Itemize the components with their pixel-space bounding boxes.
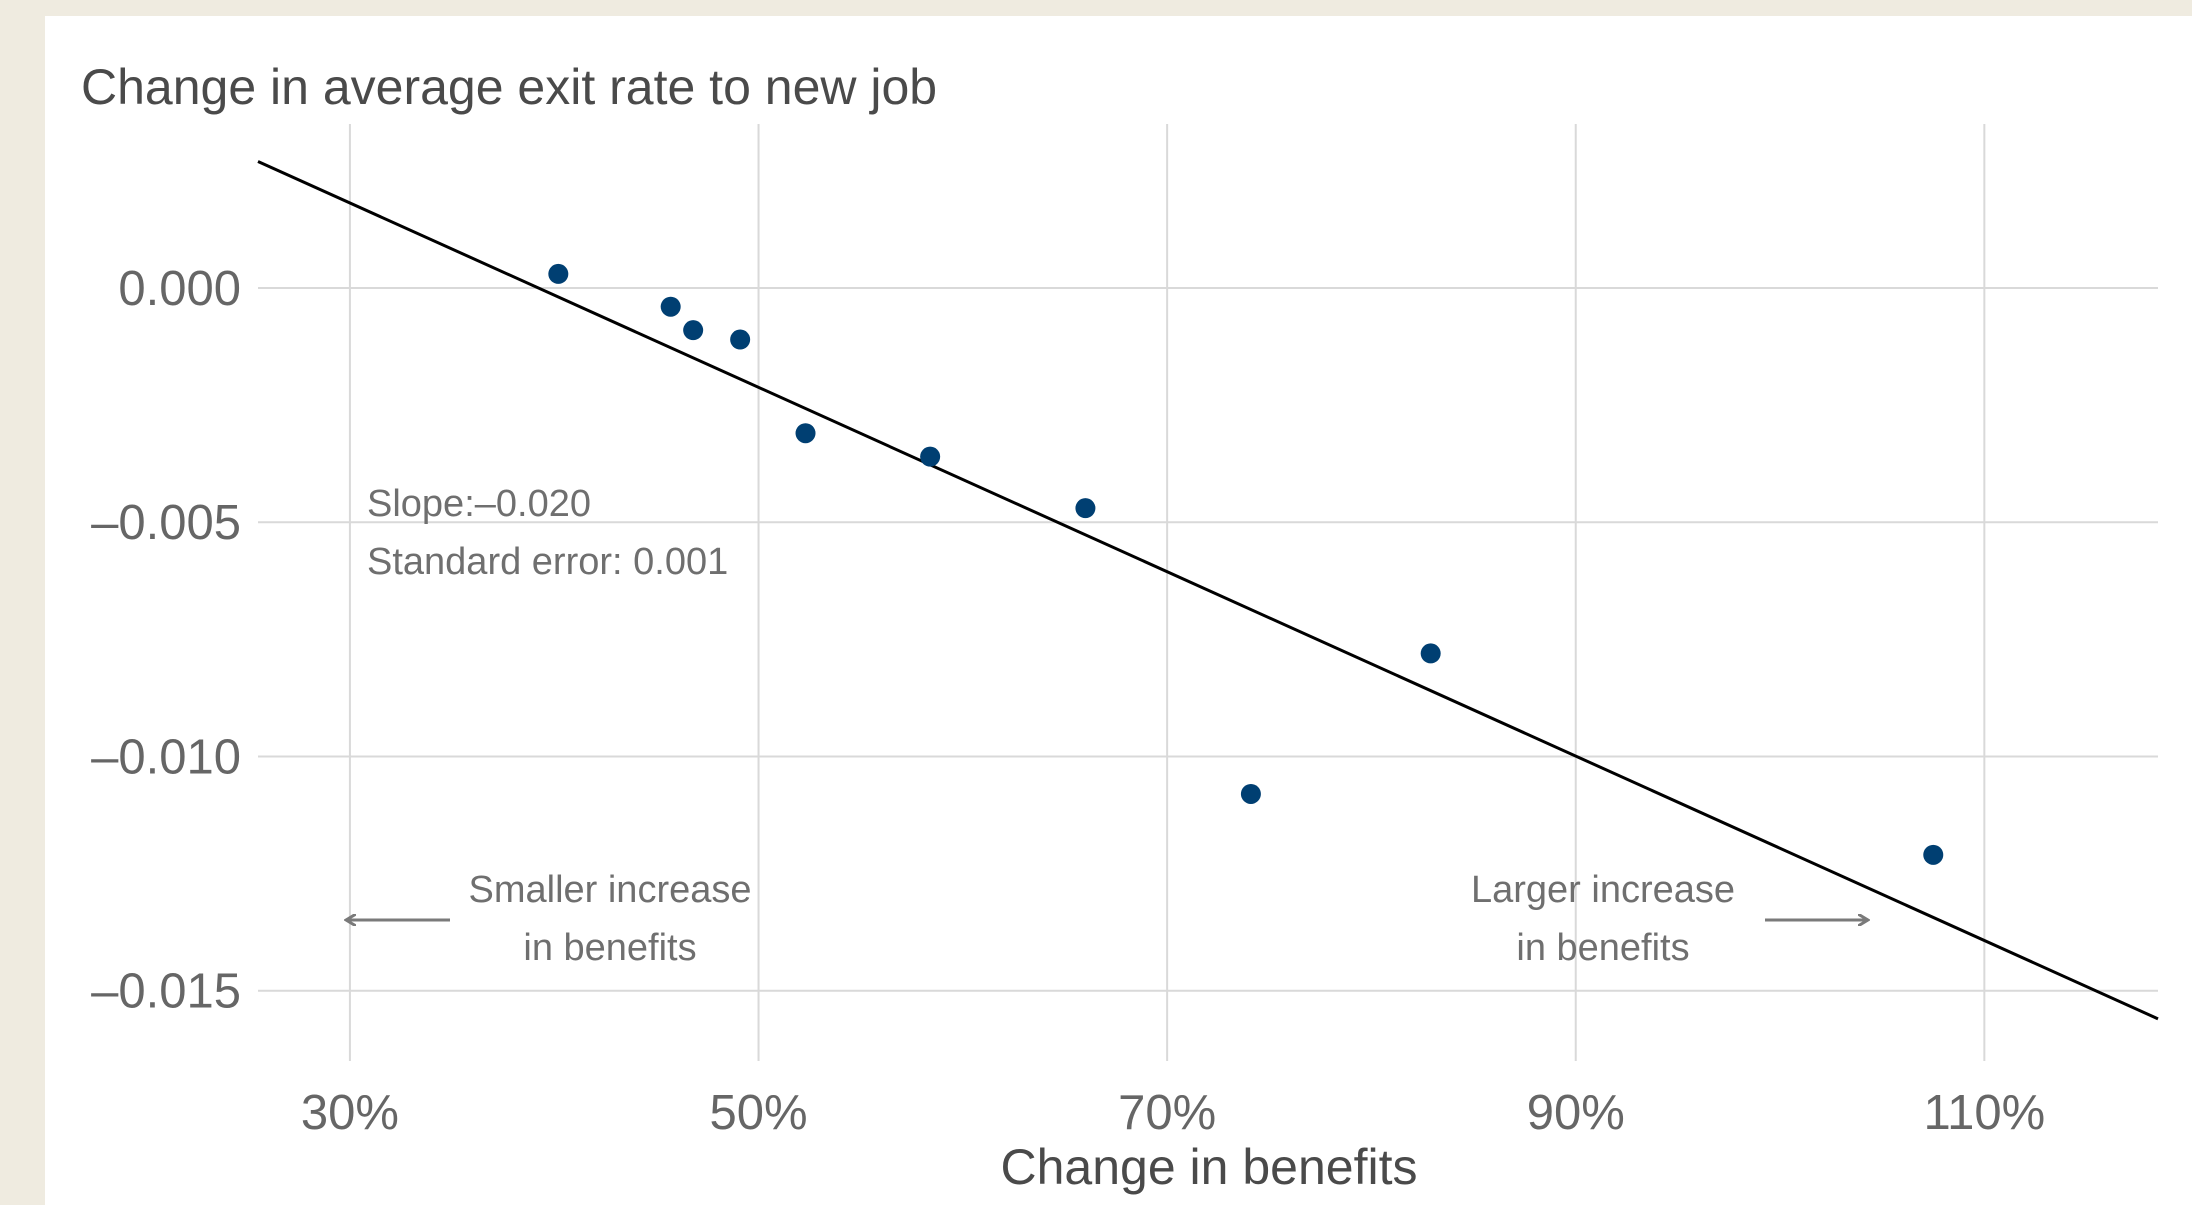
- smaller-increase-label-line1: Smaller increase: [469, 869, 752, 911]
- chart-title: Change in average exit rate to new job: [81, 59, 937, 115]
- chart-svg: Change in average exit rate to new job 0…: [81, 59, 2159, 1195]
- x-tick-label: 90%: [1527, 1086, 1625, 1140]
- chart-card: Change in average exit rate to new job 0…: [45, 16, 2192, 1205]
- larger-increase-label-line1: Larger increase: [1471, 869, 1735, 911]
- fit-line: [257, 160, 2159, 1021]
- data-point: [1923, 844, 1944, 865]
- data-point: [683, 320, 704, 341]
- data-point: [1420, 643, 1441, 664]
- x-tick-label: 50%: [709, 1086, 807, 1140]
- y-tick-label: –0.005: [91, 496, 241, 550]
- data-point: [660, 296, 681, 317]
- x-tick-label: 110%: [1924, 1086, 2046, 1140]
- slope-annotation: Slope:–0.020: [367, 483, 591, 525]
- data-point: [1240, 783, 1261, 804]
- data-point: [920, 446, 941, 467]
- y-tick-label: 0.000: [118, 262, 241, 316]
- y-tick-label: –0.010: [91, 730, 241, 784]
- y-axis-ticks: 0.000 –0.005 –0.010 –0.015: [91, 262, 241, 1019]
- standard-error-annotation: Standard error: 0.001: [367, 541, 728, 583]
- smaller-increase-label-line2: in benefits: [523, 927, 696, 969]
- x-tick-label: 30%: [301, 1086, 399, 1140]
- data-point: [730, 329, 751, 350]
- data-point: [1075, 498, 1096, 519]
- larger-increase-label-line2: in benefits: [1516, 927, 1689, 969]
- x-tick-label: 70%: [1118, 1086, 1216, 1140]
- y-tick-label: –0.015: [91, 965, 241, 1019]
- data-points: [548, 263, 1944, 865]
- data-point: [795, 423, 816, 444]
- gridlines: [258, 124, 2158, 1061]
- data-point: [548, 263, 569, 284]
- x-axis-ticks: 30% 50% 70% 90% 110%: [301, 1086, 2045, 1140]
- x-axis-label: Change in benefits: [1001, 1139, 1418, 1195]
